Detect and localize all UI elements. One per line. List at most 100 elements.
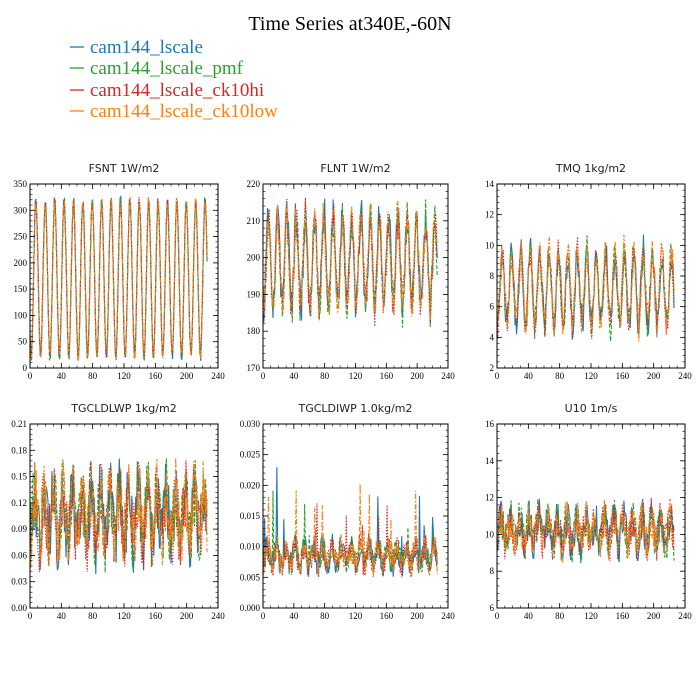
x-tick-label: 120 [349,371,363,381]
x-tick-label: 160 [380,611,394,621]
figure-title: Time Series at340E,-60N [248,13,451,35]
legend-label-3: cam144_lscale_ck10hi [90,80,264,101]
y-tick-label: 12 [485,493,494,503]
x-tick-label: 80 [320,611,330,621]
x-tick-label: 40 [289,611,299,621]
series-line-4 [496,234,675,342]
x-tick-label: 40 [289,371,299,381]
x-tick-label: 200 [410,371,424,381]
x-tick-label: 120 [584,611,598,621]
y-tick-label: 250 [14,232,28,242]
series-line-4 [29,457,208,568]
x-tick-label: 40 [57,371,67,381]
y-tick-label: 10 [485,529,495,539]
plot-frame [496,423,686,609]
x-tick-label: 0 [261,371,266,381]
x-tick-label: 40 [57,611,67,621]
panel-title: TGCLDIWP 1.0kg/m2 [297,402,412,415]
x-tick-label: 240 [678,371,692,381]
y-tick-label: 0.03 [11,577,27,587]
x-tick-label: 80 [555,611,565,621]
y-tick-label: 100 [14,310,28,320]
x-tick-label: 0 [261,611,266,621]
y-tick-label: 0.21 [11,419,27,429]
x-tick-label: 160 [149,611,163,621]
x-tick-label: 240 [211,611,225,621]
y-tick-label: 190 [247,289,261,299]
series-line-3 [262,503,438,578]
x-tick-label: 80 [88,611,98,621]
legend-entry: cam144_lscale_ck10low [70,101,278,122]
x-tick-label: 160 [616,371,630,381]
y-tick-label: 0.18 [11,445,27,455]
x-tick-label: 200 [647,611,661,621]
x-tick-label: 0 [495,371,500,381]
y-tick-label: 0.09 [11,524,27,534]
legend-entry: cam144_lscale_pmf [70,58,244,79]
y-tick-label: 200 [14,258,28,268]
panel-1: FSNT 1W/m2 0 40 80 120 160 200 240 0 50 100 150 200 2… [14,162,226,381]
x-tick-label: 200 [410,611,424,621]
y-tick-label: 0.12 [11,498,27,508]
y-tick-label: 6 [490,302,495,312]
plot-frame [496,183,686,369]
y-tick-label: 0.000 [240,603,261,613]
x-tick-label: 200 [647,371,661,381]
x-tick-label: 40 [524,611,534,621]
y-tick-label: 0 [23,363,28,373]
y-tick-label: 6 [490,603,495,613]
x-tick-label: 240 [441,611,455,621]
y-tick-label: 4 [490,332,495,342]
panel-title: TGCLDLWP 1kg/m2 [70,402,176,415]
x-tick-label: 240 [441,371,455,381]
y-tick-label: 200 [247,253,261,263]
series-line-2 [496,235,675,342]
legend-label-2: cam144_lscale_pmf [90,58,244,79]
y-tick-label: 0.00 [11,603,27,613]
series-line-4 [262,483,438,579]
x-tick-label: 120 [349,611,363,621]
y-tick-label: 170 [247,363,261,373]
y-tick-label: 0.015 [240,511,261,521]
x-tick-label: 0 [28,611,33,621]
x-tick-label: 120 [117,611,131,621]
x-tick-label: 40 [524,371,534,381]
y-tick-label: 0.025 [240,450,261,460]
y-tick-label: 220 [247,179,261,189]
x-tick-label: 200 [180,371,194,381]
x-tick-label: 240 [211,371,225,381]
x-tick-label: 80 [88,371,98,381]
y-tick-label: 0.005 [240,572,261,582]
panel-6: U10 1m/s 0 40 80 120 160 200 240 6 8 10 12 14 16 [485,402,692,621]
y-tick-label: 0.020 [240,480,261,490]
series-line-4 [29,196,208,362]
series-line-3 [262,197,438,327]
x-tick-label: 120 [117,371,131,381]
panels: FSNT 1W/m20 40 80 120 160 200 2400501001502002… [11,162,692,621]
x-tick-label: 160 [380,371,394,381]
y-tick-label: 8 [490,566,495,576]
y-tick-label: 180 [247,326,261,336]
panel-title: TMQ 1kg/m2 [555,162,626,175]
y-tick-label: 14 [485,456,495,466]
y-tick-label: 50 [18,337,28,347]
y-tick-label: 8 [490,271,495,281]
x-tick-label: 120 [584,371,598,381]
y-tick-label: 14 [485,179,495,189]
y-tick-label: 12 [485,210,494,220]
panel-title: U10 1m/s [565,402,618,415]
legend-entry: cam144_lscale [70,37,203,58]
x-tick-label: 160 [149,371,163,381]
y-tick-label: 150 [14,284,28,294]
panel-5: TGCLDIWP 1.0kg/m2 0 40 80 120 160 200 240 0.000 0… [240,402,456,621]
legend-entry: cam144_lscale_ck10hi [70,80,264,101]
y-tick-label: 0.15 [11,472,27,482]
y-tick-label: 350 [14,179,28,189]
x-tick-label: 0 [28,371,33,381]
x-tick-label: 80 [555,371,565,381]
panel-3: TMQ 1kg/m2 0 40 80 120 160 200 240 2 4 6 8 10 12 14 [485,162,692,381]
y-tick-label: 0.06 [11,550,27,560]
legend-label-4: cam144_lscale_ck10low [90,101,278,122]
y-tick-label: 16 [485,419,495,429]
panel-2: FLNT 1W/m2 0 40 80 120 160 200 240 170 180 190 200 2… [247,162,456,381]
